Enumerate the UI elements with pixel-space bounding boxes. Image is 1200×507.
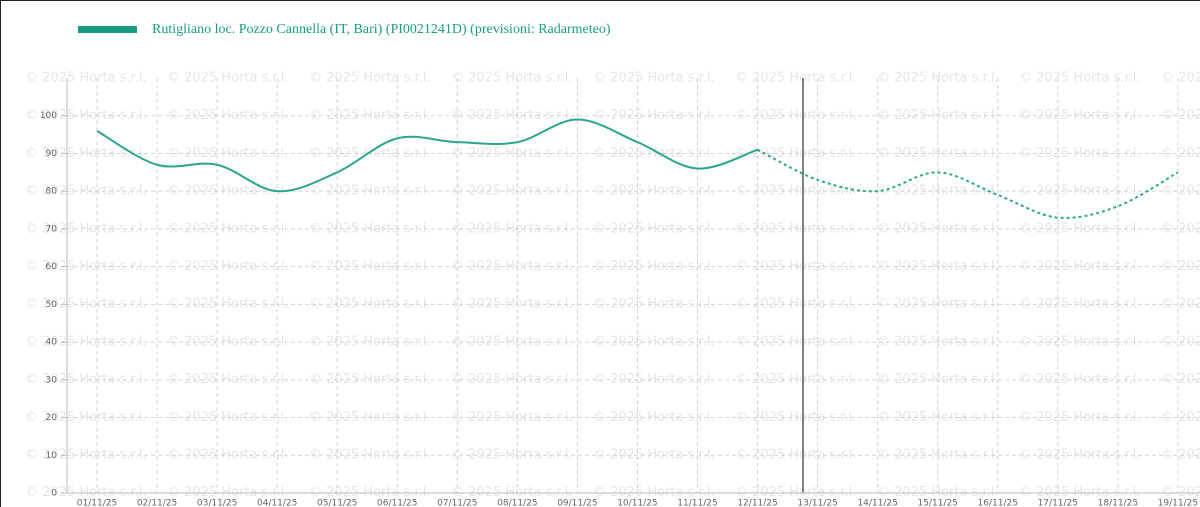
watermark: © 2025 Horta s.r.l.	[25, 259, 147, 274]
line-series	[96, 118, 758, 193]
watermarks: © 2025 Horta s.r.l. © 2025 Horta s.r.l. © …	[25, 71, 1200, 501]
watermark: © 2025 Horta s.r.l.	[25, 221, 147, 236]
watermark: © 2025 Horta s.r.l.	[1019, 108, 1141, 123]
watermark: © 2025 Horta s.r.l.	[593, 297, 715, 312]
watermark: © 2025 Horta s.r.l.	[167, 334, 289, 349]
x-tick-label: 06/11/25	[377, 499, 417, 507]
y-tick-label: 0	[51, 489, 57, 499]
watermark: © 2025 Horta s.r.l.	[593, 71, 715, 86]
x-tick-label: 10/11/25	[617, 499, 657, 507]
watermark: © 2025 Horta s.r.l.	[593, 221, 715, 236]
x-tick-label: 05/11/25	[317, 499, 357, 507]
x-tick-label: 01/11/25	[77, 499, 117, 507]
x-tick-label: 14/11/25	[857, 499, 897, 507]
watermark: © 2025 Horta s.r.l.	[593, 334, 715, 349]
watermark: © 2025 Horta s.r.l.	[25, 372, 147, 387]
y-tick-label: 50	[46, 300, 58, 310]
watermark: © 2025 Horta s.r.l.	[593, 372, 715, 387]
watermark: © 2025 Horta s.r.l.	[25, 334, 147, 349]
watermark: © 2025 Horta s.r.l.	[167, 410, 289, 425]
watermark: © 2025 Horta s.r.l.	[167, 146, 289, 161]
y-tick-label: 70	[46, 224, 58, 234]
watermark: © 2025 Horta s.r.l.	[451, 71, 573, 86]
legend-swatch	[78, 26, 137, 33]
y-tick-label: 40	[46, 338, 58, 348]
x-tick-label: 09/11/25	[557, 499, 597, 507]
x-tick-label: 08/11/25	[497, 499, 537, 507]
watermark: © 2025 Horta s.r.l.	[593, 410, 715, 425]
grid	[67, 78, 1200, 494]
watermark: © 2025 Horta s.r.l.	[25, 448, 147, 463]
watermark: © 2025 Horta s.r.l.	[1019, 146, 1141, 161]
watermark: © 2025 Horta s.r.l.	[25, 108, 147, 123]
y-tick-label: 80	[46, 187, 58, 197]
watermark: © 2025 Horta s.r.l.	[735, 71, 857, 86]
x-tick-label: 19/11/25	[1158, 499, 1198, 507]
watermark: © 2025 Horta s.r.l.	[167, 297, 289, 312]
x-tick-label: 11/11/25	[677, 499, 717, 507]
y-tick-label: 90	[46, 149, 58, 159]
watermark: © 2025 Horta s.r.l.	[167, 448, 289, 463]
x-tick-label: 13/11/25	[797, 499, 837, 507]
watermark: © 2025 Horta s.r.l.	[167, 71, 289, 86]
watermark: © 2025 Horta s.r.l.	[25, 410, 147, 425]
watermark: © 2025 Horta s.r.l.	[593, 184, 715, 199]
watermark: © 2025 Horta s.r.l.	[1019, 448, 1141, 463]
y-tick-label: 60	[46, 262, 58, 272]
watermark: © 2025 Horta s.r.l.	[167, 221, 289, 236]
y-tick-label: 20	[46, 413, 58, 423]
x-tick-label: 03/11/25	[197, 499, 237, 507]
watermark: © 2025 Horta s.r.l.	[1019, 259, 1141, 274]
watermark: © 2025 Horta s.r.l.	[1019, 372, 1141, 387]
x-tick-label: 15/11/25	[917, 499, 957, 507]
watermark: © 2025 Horta s.r.l.	[25, 146, 147, 161]
y-tick-label: 10	[46, 451, 58, 461]
x-tick-label: 17/11/25	[1038, 499, 1078, 507]
watermark: © 2025 Horta s.r.l.	[1019, 221, 1141, 236]
watermark: © 2025 Horta s.r.l.	[1161, 71, 1200, 86]
watermark: © 2025 Horta s.r.l.	[167, 259, 289, 274]
watermark: © 2025 Horta s.r.l.	[1019, 184, 1141, 199]
watermark: © 2025 Horta s.r.l.	[167, 184, 289, 199]
x-tick-label: 02/11/25	[137, 499, 177, 507]
watermark: © 2025 Horta s.r.l.	[25, 297, 147, 312]
watermark: © 2025 Horta s.r.l.	[1019, 334, 1141, 349]
legend-label: Rutigliano loc. Pozzo Cannella (IT, Bari…	[152, 22, 611, 37]
x-tick-label: 12/11/25	[737, 499, 777, 507]
watermark: © 2025 Horta s.r.l.	[1019, 410, 1141, 425]
watermark: © 2025 Horta s.r.l.	[593, 108, 715, 123]
watermark: © 2025 Horta s.r.l.	[167, 372, 289, 387]
watermark: © 2025 Horta s.r.l.	[25, 71, 147, 86]
y-tick-label: 100	[40, 111, 57, 121]
watermark: © 2025 Horta s.r.l.	[1019, 297, 1141, 312]
watermark: © 2025 Horta s.r.l.	[593, 259, 715, 274]
watermark: © 2025 Horta s.r.l.	[167, 108, 289, 123]
watermark: © 2025 Horta s.r.l.	[593, 146, 715, 161]
watermark: © 2025 Horta s.r.l.	[1019, 71, 1141, 86]
watermark: © 2025 Horta s.r.l.	[309, 71, 431, 86]
x-tick-label: 07/11/25	[437, 499, 477, 507]
x-tick-label: 04/11/25	[257, 499, 297, 507]
line-series	[757, 148, 1179, 219]
y-tick-label: 30	[46, 375, 58, 385]
x-tick-label: 18/11/25	[1098, 499, 1138, 507]
watermark: © 2025 Horta s.r.l.	[593, 448, 715, 463]
watermark: © 2025 Horta s.r.l.	[25, 184, 147, 199]
x-tick-label: 16/11/25	[978, 499, 1018, 507]
